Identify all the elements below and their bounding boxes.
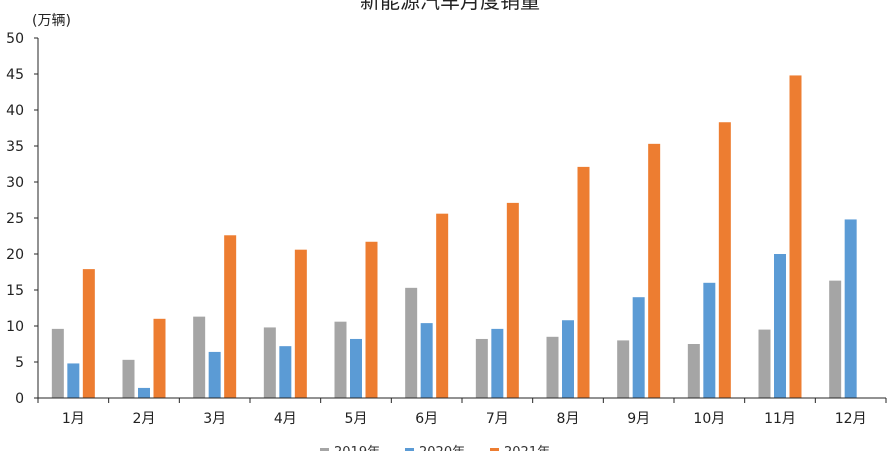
bar [82, 269, 95, 398]
x-tick-label: 3月 [203, 411, 226, 427]
bar [546, 336, 559, 398]
bar [51, 328, 64, 398]
bar [224, 235, 237, 398]
bar [350, 338, 362, 398]
bar [648, 143, 661, 398]
x-tick-label: 7月 [486, 411, 509, 427]
legend-swatch [405, 448, 414, 451]
bar [687, 344, 700, 398]
bar [718, 122, 731, 399]
y-tick-label: 20 [6, 247, 24, 263]
legend: 2019年 2020年 2021年 [320, 445, 550, 451]
y-tick-labels: 0 5 10 15 20 25 30 35 40 45 50 [6, 31, 24, 407]
bar [617, 340, 630, 398]
legend-label: 2021年 [504, 445, 550, 451]
bar [334, 321, 347, 398]
legend-swatch [320, 448, 329, 451]
bar [138, 387, 150, 398]
bar [263, 327, 276, 398]
x-tick-label: 6月 [415, 411, 438, 427]
y-tick-label: 25 [6, 211, 24, 227]
bar [577, 166, 590, 398]
x-tick-label: 8月 [557, 411, 580, 427]
y-tick-label: 15 [6, 283, 24, 299]
x-tick-label: 4月 [274, 411, 297, 427]
bar [758, 329, 771, 398]
bar [193, 316, 206, 398]
y-tick-label: 30 [6, 175, 24, 191]
bar [789, 75, 802, 398]
bar [844, 219, 857, 398]
bar [420, 323, 433, 398]
bars [51, 75, 857, 399]
x-tick-label: 9月 [627, 411, 650, 427]
x-tick-label: 5月 [345, 411, 368, 427]
bar [475, 338, 488, 398]
bar [365, 241, 378, 398]
bar [436, 213, 449, 398]
x-tick-label: 10月 [693, 411, 725, 427]
bar [703, 282, 716, 398]
bar [67, 363, 80, 398]
bar [208, 351, 221, 398]
x-tick-label: 2月 [133, 411, 156, 427]
axes [34, 37, 887, 403]
legend-label: 2019年 [334, 445, 380, 451]
bar [294, 249, 307, 398]
bar [279, 346, 292, 398]
x-tick-labels: 1月 2月 3月 4月 5月 6月 7月 8月 9月 10月 11月 12月 [62, 411, 867, 427]
chart-title: 新能源汽车月度销量 [360, 0, 540, 13]
y-tick-label: 10 [6, 319, 24, 335]
bar [405, 287, 418, 398]
bar [506, 202, 519, 398]
y-tick-label: 40 [6, 103, 24, 119]
legend-label: 2020年 [419, 445, 465, 451]
y-tick-label: 45 [6, 67, 24, 83]
bar [491, 328, 504, 398]
bar [774, 254, 786, 398]
y-tick-label: 35 [6, 139, 24, 155]
y-tick-label: 0 [15, 391, 24, 407]
x-tick-label: 11月 [764, 411, 796, 427]
y-tick-label: 5 [15, 355, 24, 371]
bar [632, 297, 645, 398]
bar [562, 320, 574, 398]
bar [153, 318, 166, 398]
legend-swatch [490, 448, 499, 451]
y-axis-unit-label: (万辆) [32, 13, 71, 29]
x-tick-label: 1月 [62, 411, 85, 427]
y-tick-label: 50 [6, 31, 24, 47]
bar [829, 280, 842, 398]
x-tick-label: 12月 [835, 411, 867, 427]
bar [122, 359, 135, 398]
